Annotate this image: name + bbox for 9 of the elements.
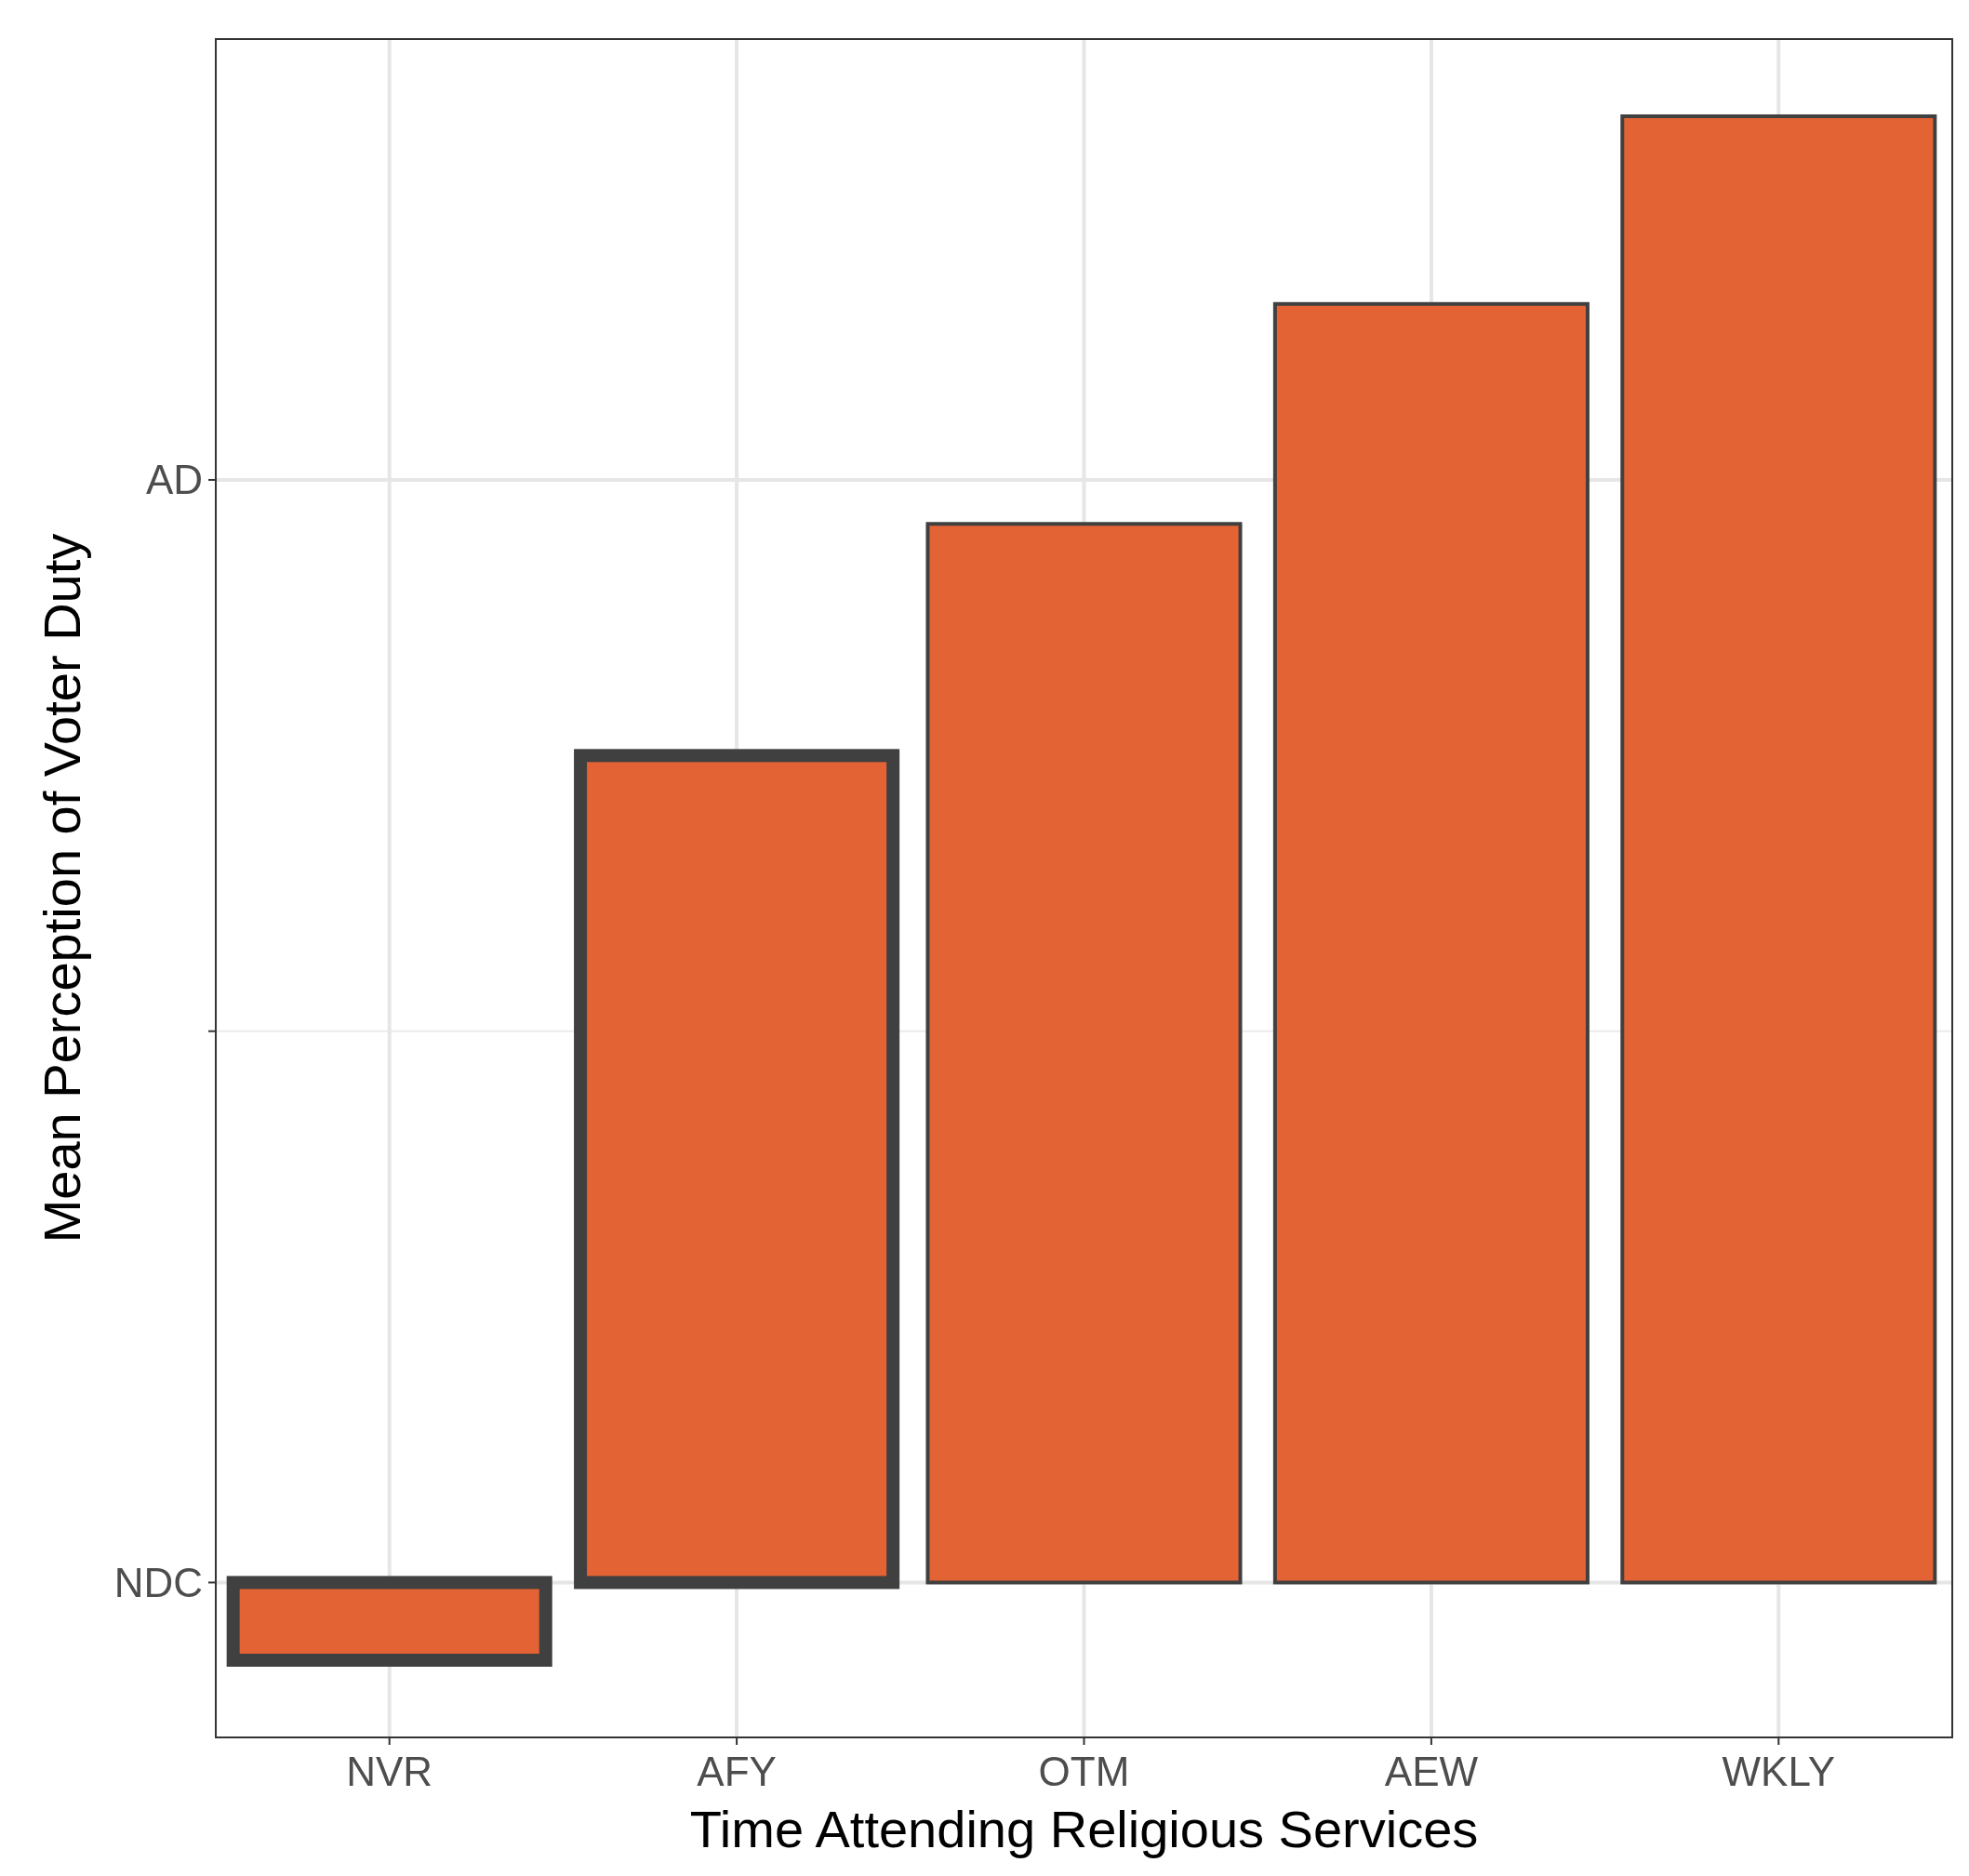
ref-line-label: NDC: [113, 1559, 203, 1605]
x-axis-title: Time Attending Religious Services: [689, 1800, 1479, 1858]
x-tick-label: AEW: [1384, 1749, 1479, 1794]
x-tick-label: AFY: [697, 1749, 777, 1794]
ref-line-label: AD: [145, 457, 203, 503]
y-axis-title: Mean Perception of Voter Duty: [33, 533, 91, 1244]
x-tick-label: WKLY: [1722, 1749, 1836, 1794]
x-tick-label: NVR: [346, 1749, 433, 1794]
x-tick-label: OTM: [1038, 1749, 1130, 1794]
